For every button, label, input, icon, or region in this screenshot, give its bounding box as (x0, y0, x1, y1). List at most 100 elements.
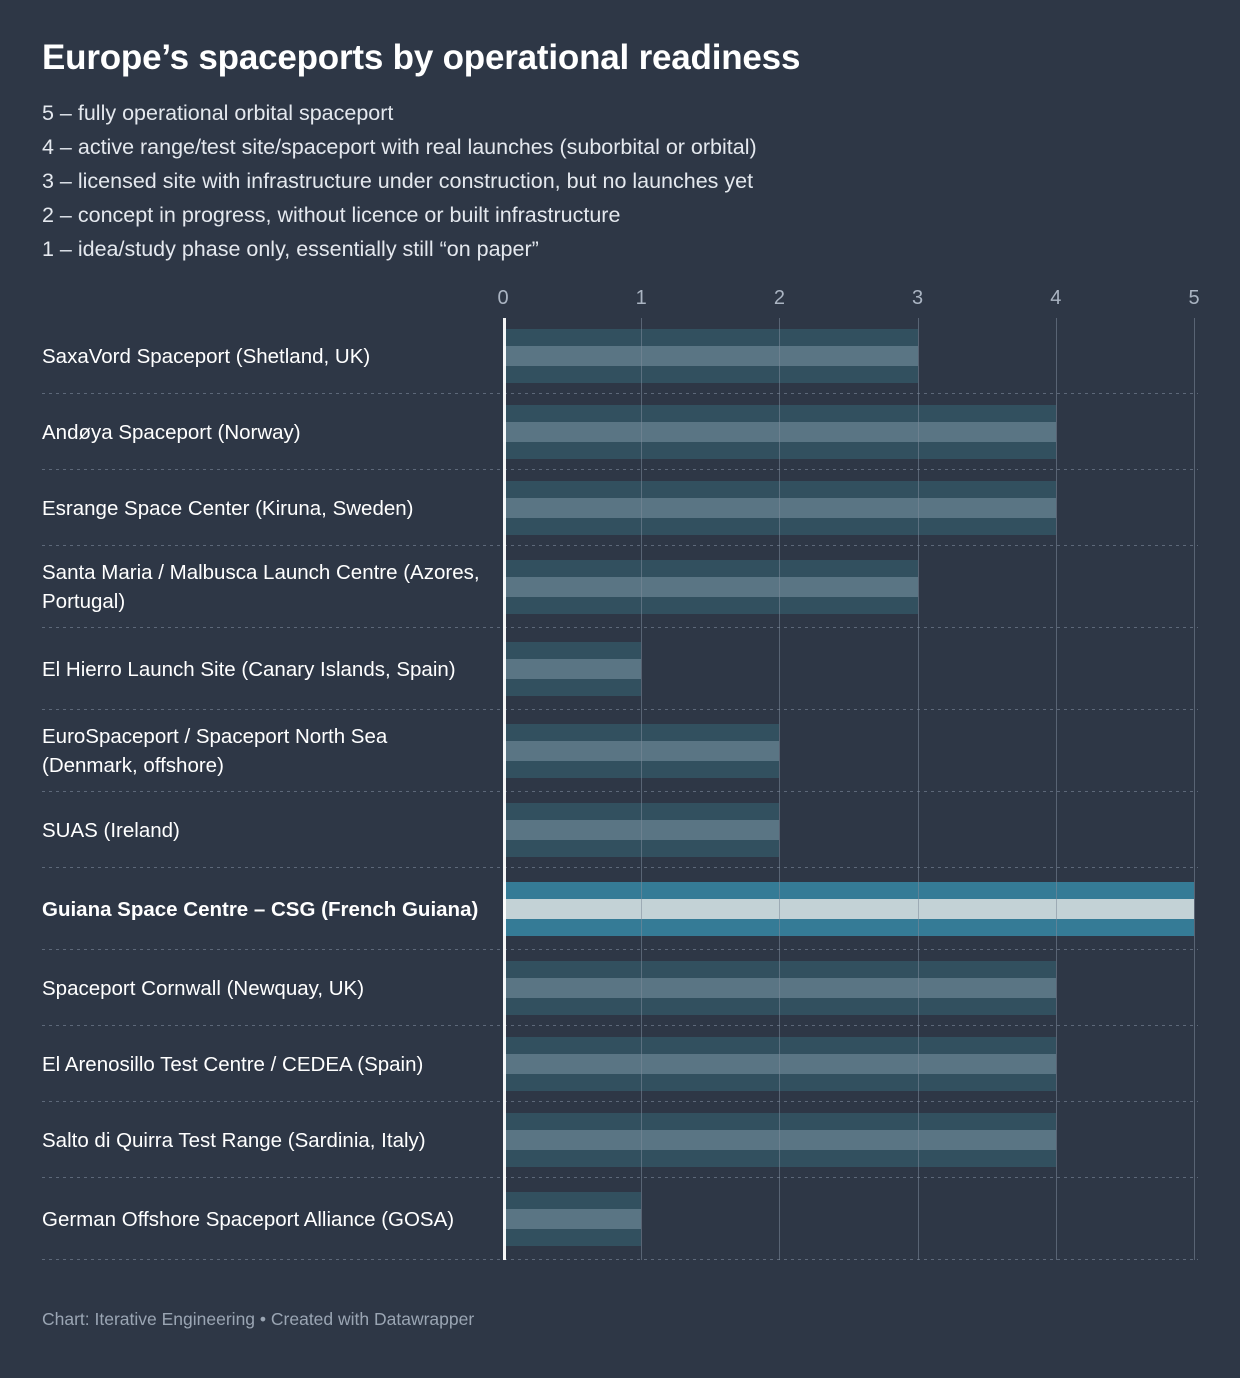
bar[interactable] (503, 1192, 642, 1247)
bar-row[interactable]: SUAS (Ireland) (42, 792, 1198, 869)
bar-band (503, 560, 918, 578)
bar-row[interactable]: El Hierro Launch Site (Canary Islands, S… (42, 628, 1198, 711)
scale-legend: 5 – fully operational orbital spaceport 4… (42, 96, 1198, 266)
row-separator (42, 1177, 1198, 1179)
bar-band (503, 998, 1056, 1016)
bar-band (503, 597, 918, 615)
bar-band (503, 1192, 642, 1210)
row-separator (42, 1259, 1198, 1261)
bar-row-label: Andøya Spaceport (Norway) (42, 420, 301, 444)
bar-row[interactable]: German Offshore Spaceport Alliance (GOSA… (42, 1178, 1198, 1261)
bar-track (503, 1102, 1198, 1178)
bar-row[interactable]: Spaceport Cornwall (Newquay, UK) (42, 950, 1198, 1027)
bar-band (503, 577, 918, 598)
bar-row-label: EuroSpaceport / Spaceport North Sea (Den… (42, 725, 388, 778)
bar-band (503, 346, 918, 367)
row-separator (42, 867, 1198, 869)
bar-band (503, 803, 780, 821)
x-axis-tick: 3 (912, 287, 924, 310)
bar[interactable] (503, 803, 780, 858)
x-axis-tick: 2 (773, 287, 785, 310)
bar-track (503, 1178, 1198, 1260)
x-axis-tick: 4 (1050, 287, 1062, 310)
bar-track (503, 318, 1198, 394)
bar-band (503, 1209, 642, 1230)
x-axis-tick: 5 (1188, 287, 1200, 310)
bar-track (503, 1026, 1198, 1102)
bar-track (503, 868, 1198, 950)
page-title: Europe’s spaceports by operational readi… (42, 38, 801, 77)
bar[interactable] (503, 405, 1056, 460)
bar-row[interactable]: Andøya Spaceport (Norway) (42, 394, 1198, 471)
row-separator (42, 469, 1198, 471)
bar-row[interactable]: Salto di Quirra Test Range (Sardinia, It… (42, 1102, 1198, 1179)
bar-band (503, 882, 1194, 900)
legend-line: 5 – fully operational orbital spaceport (42, 101, 394, 126)
bar-track (503, 470, 1198, 546)
bar-rows: SaxaVord Spaceport (Shetland, UK) Andøya … (42, 318, 1198, 1261)
bar[interactable] (503, 642, 642, 697)
bar-band (503, 442, 1056, 460)
row-separator (42, 1101, 1198, 1103)
bar-track (503, 710, 1198, 792)
x-axis-tick: 1 (635, 287, 647, 310)
bar[interactable] (503, 961, 1056, 1016)
bar-row-label: El Hierro Launch Site (Canary Islands, S… (42, 657, 456, 681)
bar-track (503, 792, 1198, 868)
bar-band (503, 518, 1056, 536)
bar-row[interactable]: EuroSpaceport / Spaceport North Sea (Den… (42, 710, 1198, 793)
bar-row-label: Santa Maria / Malbusca Launch Centre (Az… (42, 561, 480, 614)
bar-band (503, 820, 780, 841)
bar-band (503, 1130, 1056, 1151)
row-separator (42, 1025, 1198, 1027)
bar-band (503, 329, 918, 347)
chart-header: Europe’s spaceports by operational readi… (0, 0, 1240, 266)
bar-track (503, 628, 1198, 710)
legend-line: 3 – licensed site with infrastructure un… (42, 169, 754, 194)
x-axis: 0 1 2 3 4 5 (497, 284, 1200, 318)
bar[interactable] (503, 329, 918, 384)
bar[interactable] (503, 724, 780, 779)
bar-band (503, 899, 1194, 920)
bar-band (503, 642, 642, 660)
row-separator (42, 791, 1198, 793)
bar[interactable] (503, 560, 918, 615)
bar-band (503, 498, 1056, 519)
bar-row-label: SaxaVord Spaceport (Shetland, UK) (42, 344, 371, 368)
bar-band (503, 1113, 1056, 1131)
bar-band (503, 919, 1194, 937)
legend-line: 1 – idea/study phase only, essentially s… (42, 237, 539, 262)
bar-band (503, 1054, 1056, 1075)
bar-track (503, 546, 1198, 628)
bar-row-label: Guiana Space Centre – CSG (French Guiana… (42, 897, 479, 921)
bar-band (503, 481, 1056, 499)
bar-band (503, 978, 1056, 999)
row-separator (42, 627, 1198, 629)
bar-band (503, 840, 780, 858)
bar-row[interactable]: SaxaVord Spaceport (Shetland, UK) (42, 318, 1198, 395)
bar-row[interactable]: Guiana Space Centre – CSG (French Guiana… (42, 868, 1198, 951)
bar-band (503, 761, 780, 779)
bar-row[interactable]: Esrange Space Center (Kiruna, Sweden) (42, 470, 1198, 547)
bar-row-label: El Arenosillo Test Centre / CEDEA (Spain… (42, 1052, 424, 1076)
bar-band (503, 405, 1056, 423)
bar-row[interactable]: Santa Maria / Malbusca Launch Centre (Az… (42, 546, 1198, 629)
plot-area: 0 1 2 3 4 5 SaxaVord Spaceport (Shetland, UK)… (0, 284, 1240, 1261)
bar-band (503, 741, 780, 762)
bar[interactable] (503, 1037, 1056, 1092)
bar-band (503, 1229, 642, 1247)
bar-track (503, 394, 1198, 470)
bar[interactable] (503, 1113, 1056, 1168)
bar-row[interactable]: El Arenosillo Test Centre / CEDEA (Spain… (42, 1026, 1198, 1103)
bar-band (503, 659, 642, 680)
bar-band (503, 422, 1056, 443)
bar-band (503, 1150, 1056, 1168)
x-axis-tick: 0 (497, 287, 509, 310)
legend-line: 2 – concept in progress, without licence… (42, 203, 621, 228)
bar-row-label: SUAS (Ireland) (42, 818, 180, 842)
bar-band (503, 1037, 1056, 1055)
bar[interactable] (503, 481, 1056, 536)
bar-band (503, 1074, 1056, 1092)
bar[interactable] (503, 882, 1194, 937)
bar-row-label: Spaceport Cornwall (Newquay, UK) (42, 976, 365, 1000)
